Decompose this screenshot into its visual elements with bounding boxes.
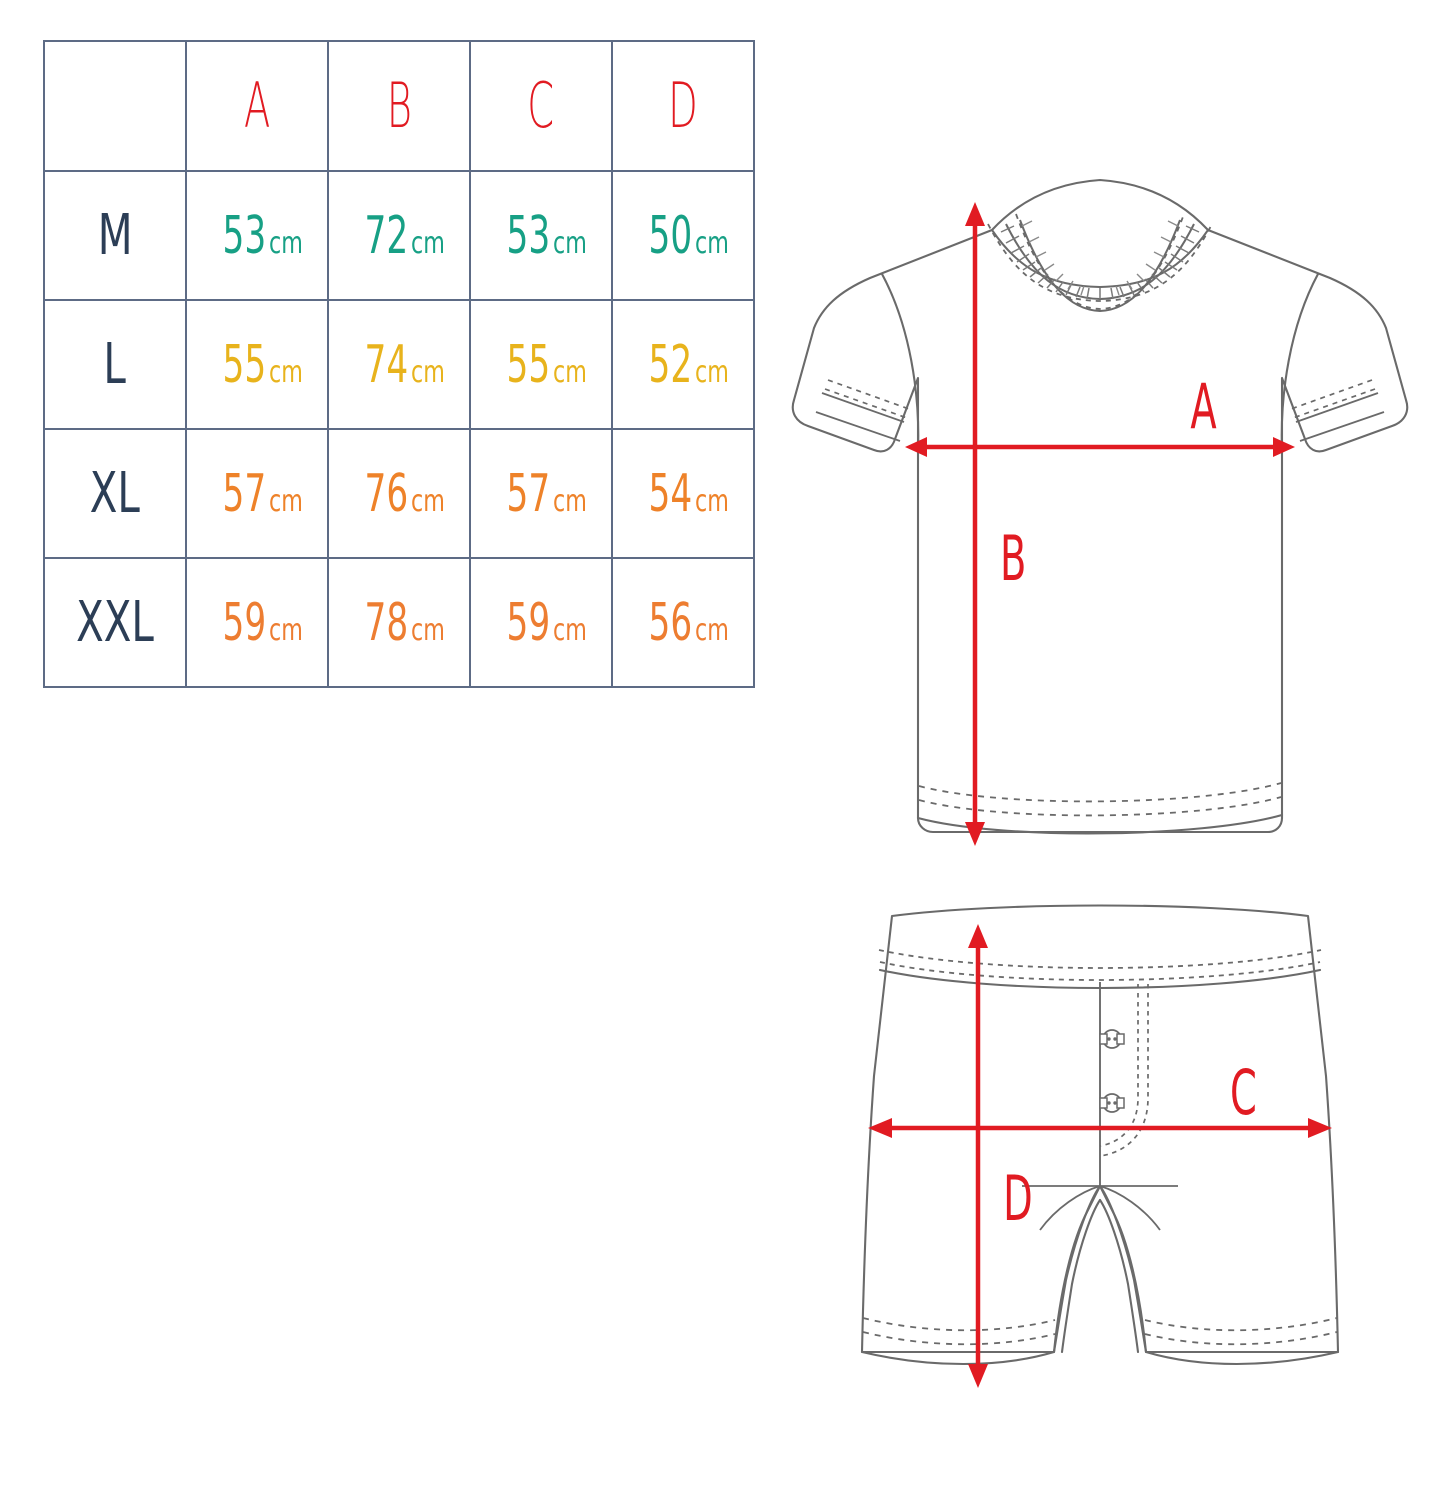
measure-arrow-d — [968, 924, 988, 1388]
table-corner-cell — [43, 40, 187, 172]
unit-label: cm — [410, 225, 445, 261]
unit-label: cm — [552, 612, 587, 648]
value-xxl-b: 78 — [364, 592, 408, 653]
tshirt-illustration: A B — [770, 150, 1430, 880]
table-row: XL 57 cm 76 cm 57 cm 54 cm — [43, 428, 755, 559]
value-xl-d: 54 — [648, 463, 692, 524]
value-cell-m-a: 53 cm — [185, 170, 329, 301]
size-label-m: M — [97, 202, 133, 268]
size-cell-l: L — [43, 299, 187, 430]
table-row: L 55 cm 74 cm 55 cm 52 cm — [43, 299, 755, 430]
value-xxl-a: 59 — [222, 592, 266, 653]
value-xl-b: 76 — [364, 463, 408, 524]
size-label-l: L — [103, 331, 127, 397]
unit-label: cm — [410, 612, 445, 648]
measure-arrow-b — [965, 202, 985, 846]
shorts-illustration: C D — [850, 900, 1350, 1420]
value-cell-l-d: 52 cm — [611, 299, 755, 430]
unit-label: cm — [694, 225, 729, 261]
size-cell-xxl: XXL — [43, 557, 187, 688]
value-cell-xxl-a: 59 cm — [185, 557, 329, 688]
unit-label: cm — [410, 483, 445, 519]
header-cell-b: B — [327, 40, 471, 172]
table-row: M 53 cm 72 cm 53 cm 50 cm — [43, 170, 755, 301]
value-cell-xxl-b: 78 cm — [327, 557, 471, 688]
shorts-label-d: D — [1003, 1164, 1033, 1236]
header-cell-c: C — [469, 40, 613, 172]
value-xl-c: 57 — [506, 463, 550, 524]
value-xxl-c: 59 — [506, 592, 550, 653]
value-l-d: 52 — [648, 334, 692, 395]
value-cell-xl-b: 76 cm — [327, 428, 471, 559]
button-lower — [1099, 1093, 1125, 1113]
value-cell-l-a: 55 cm — [185, 299, 329, 430]
crotch-seam-detail — [1022, 1185, 1178, 1231]
right-sleeve-hem-stitch — [1290, 379, 1376, 419]
value-cell-xl-a: 57 cm — [185, 428, 329, 559]
value-xxl-d: 56 — [648, 592, 692, 653]
left-sleeve-hem — [815, 392, 905, 442]
unit-label: cm — [410, 354, 445, 390]
value-m-d: 50 — [648, 205, 692, 266]
unit-label: cm — [694, 483, 729, 519]
dimension-letter-c: C — [527, 69, 555, 142]
size-table: A B C D M 5 — [43, 40, 755, 688]
value-cell-xxl-d: 56 cm — [611, 557, 755, 688]
unit-label: cm — [694, 354, 729, 390]
value-l-b: 74 — [364, 334, 408, 395]
tshirt-label-a: A — [1190, 372, 1216, 444]
value-cell-m-d: 50 cm — [611, 170, 755, 301]
left-sleeve-hem-stitch — [824, 379, 910, 419]
right-sleeve-hem — [1295, 392, 1385, 442]
header-cell-a: A — [185, 40, 329, 172]
value-cell-xxl-c: 59 cm — [469, 557, 613, 688]
bottom-hem-stitch — [918, 782, 1282, 817]
size-cell-m: M — [43, 170, 187, 301]
value-cell-m-b: 72 cm — [327, 170, 471, 301]
unit-label: cm — [552, 354, 587, 390]
value-l-a: 55 — [222, 334, 266, 395]
size-label-xxl: XXL — [76, 589, 154, 655]
value-cell-m-c: 53 cm — [469, 170, 613, 301]
collar-ribbing — [1000, 225, 1200, 300]
value-cell-xl-d: 54 cm — [611, 428, 755, 559]
value-cell-l-c: 55 cm — [469, 299, 613, 430]
measurement-arrows — [868, 924, 1332, 1388]
dimension-letter-b: B — [386, 69, 412, 142]
value-cell-xl-c: 57 cm — [469, 428, 613, 559]
dimension-letter-a: A — [243, 69, 271, 142]
size-label-xl: XL — [89, 460, 141, 526]
value-l-c: 55 — [506, 334, 550, 395]
size-cell-xl: XL — [43, 428, 187, 559]
unit-label: cm — [268, 354, 303, 390]
dimension-letter-d: D — [668, 69, 698, 142]
collar-topstitch — [987, 213, 1213, 310]
shorts-label-c: C — [1230, 1058, 1257, 1130]
value-cell-l-b: 74 cm — [327, 299, 471, 430]
leg-hem-stitch — [862, 1317, 1338, 1346]
unit-label: cm — [268, 612, 303, 648]
value-m-b: 72 — [364, 205, 408, 266]
button-upper — [1099, 1029, 1125, 1049]
unit-label: cm — [694, 612, 729, 648]
unit-label: cm — [552, 225, 587, 261]
value-m-a: 53 — [222, 205, 266, 266]
value-xl-a: 57 — [222, 463, 266, 524]
unit-label: cm — [268, 225, 303, 261]
value-m-c: 53 — [506, 205, 550, 266]
tshirt-body-outline — [791, 178, 1409, 835]
unit-label: cm — [552, 483, 587, 519]
collar-ribbing-inner — [1021, 220, 1179, 297]
measurement-arrows — [905, 202, 1295, 846]
unit-label: cm — [268, 483, 303, 519]
header-cell-d: D — [611, 40, 755, 172]
table-row: XXL 59 cm 78 cm 59 cm 56 cm — [43, 557, 755, 688]
waistband-stitch — [878, 949, 1322, 981]
measure-arrow-c — [868, 1118, 1332, 1138]
size-table-container: A B C D M 5 — [43, 40, 755, 688]
measure-arrow-a — [905, 437, 1295, 457]
tshirt-label-b: B — [1000, 524, 1026, 596]
table-header-row: A B C D — [43, 40, 755, 172]
